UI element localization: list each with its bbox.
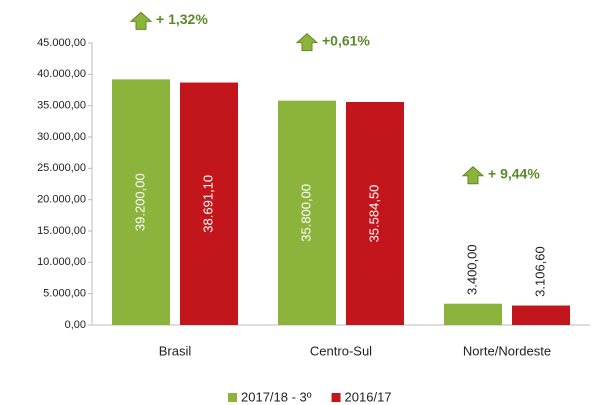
up-arrow-icon	[461, 166, 485, 185]
bar	[512, 305, 570, 325]
legend-swatch	[331, 393, 341, 402]
annotation: + 9,44%	[488, 165, 540, 181]
value-label: 35.584,50	[366, 185, 381, 243]
value-label: 3.400,00	[464, 244, 479, 295]
bar	[180, 82, 238, 326]
value-label: 38.691,10	[200, 175, 215, 233]
y-tick-label: 40.000,00	[37, 68, 86, 80]
up-arrow-icon	[295, 32, 319, 52]
y-tick-label: 35.000,00	[37, 100, 86, 112]
legend-label: 2016/17	[345, 389, 392, 404]
legend-swatch	[228, 393, 237, 402]
up-arrow-icon	[129, 11, 153, 30]
value-label: 39.200,00	[132, 173, 147, 231]
y-tick-label: 5.000,00	[43, 288, 86, 300]
annotation: + 1,32%	[156, 11, 208, 27]
annotation: +0,61%	[322, 32, 370, 48]
bar	[278, 100, 336, 325]
y-tick-label: 0,00	[65, 319, 86, 331]
bar	[444, 303, 502, 325]
y-tick-label: 20.000,00	[37, 194, 86, 206]
y-tick-label: 10.000,00	[37, 256, 86, 268]
value-label: 35.800,00	[298, 184, 313, 242]
x-tick-label: Brasil	[159, 343, 192, 358]
x-tick-label: Centro-Sul	[310, 343, 372, 358]
y-tick-label: 30.000,00	[37, 131, 86, 143]
y-tick-label: 25.000,00	[37, 162, 86, 174]
y-tick-label: 15.000,00	[37, 225, 86, 237]
bar	[112, 79, 170, 325]
y-tick-label: 45.000,00	[37, 37, 86, 49]
bar	[346, 102, 404, 325]
value-label: 3.106,60	[532, 246, 547, 297]
x-tick-label: Norte/Nordeste	[463, 343, 551, 358]
legend-label: 2017/18 - 3º	[241, 389, 312, 404]
